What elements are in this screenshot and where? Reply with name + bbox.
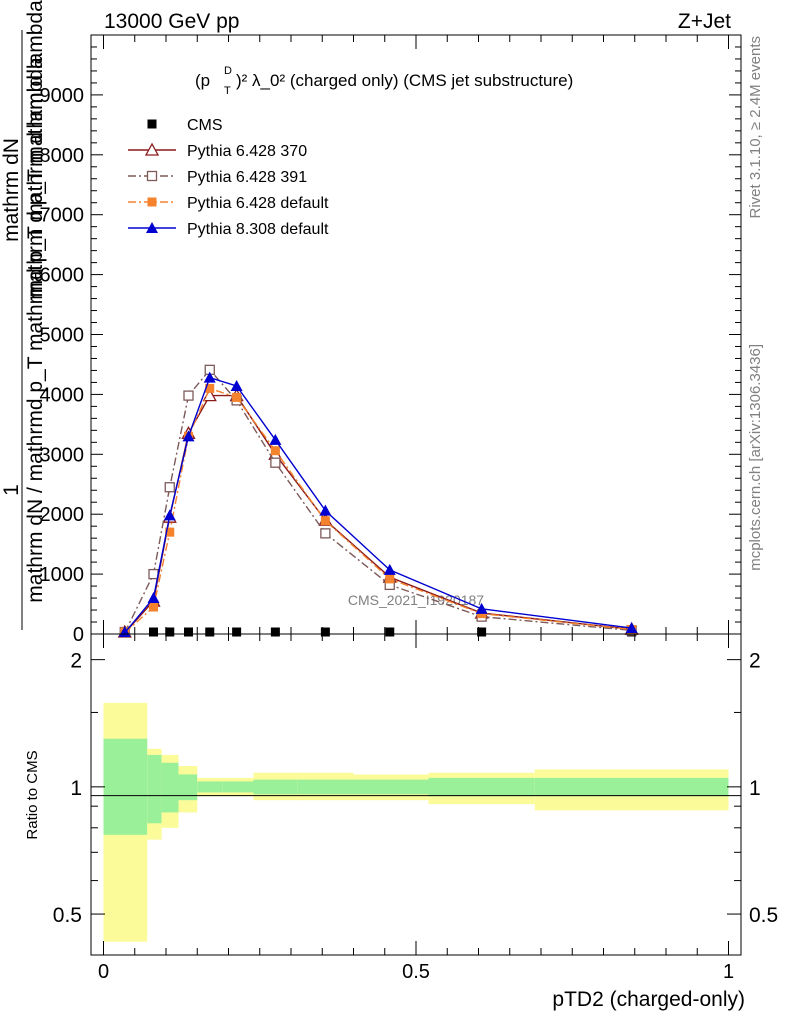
legend-marker xyxy=(146,222,158,233)
y-tick-label: 8000 xyxy=(40,145,85,167)
y-tick-label: 9000 xyxy=(40,85,85,107)
data-point xyxy=(270,627,280,637)
data-point xyxy=(269,433,282,445)
ratio-band-inner xyxy=(353,779,429,795)
ratio-y-tick-label: 1 xyxy=(70,777,82,800)
data-point xyxy=(205,627,215,637)
ratio-bands xyxy=(103,702,729,942)
legend-marker xyxy=(144,142,160,156)
y-axis-label: 1 mathrm dN / mathrmd p_T mathrmd p_T ma… xyxy=(0,0,47,630)
legend-marker xyxy=(147,197,157,207)
y-label-denominator-1: mathrm dN / mathrmd p_T mathrmd p_T math… xyxy=(24,57,47,603)
ratio-y-tick-label-right: 1 xyxy=(749,777,761,800)
legend: CMS Pythia 6.428 370 Pythia 6.428 391 Pythi… xyxy=(128,117,329,238)
data-point xyxy=(270,457,281,468)
data-point xyxy=(165,627,175,637)
data-point xyxy=(320,627,330,637)
y-tick-label: 3000 xyxy=(40,444,85,466)
ratio-band-inner xyxy=(428,777,535,797)
ratio-y-tick-label: 0.5 xyxy=(53,904,82,927)
ratio-y-tick-label-right: 2 xyxy=(749,650,761,673)
rivet-label: Rivet 3.1.10, ≥ 2.4M events xyxy=(747,36,764,219)
x-tick-label: 1 xyxy=(723,961,734,983)
ratio-band-inner xyxy=(147,754,162,824)
y-label-numerator-2: mathrm dN xyxy=(0,138,23,242)
header-left: 13000 GeV pp xyxy=(104,10,239,33)
y-label-numerator-1: 1 xyxy=(0,484,23,496)
ratio-band-inner xyxy=(253,779,298,795)
data-point xyxy=(475,602,488,614)
data-point xyxy=(320,516,330,526)
legend-label: Pythia 8.308 default xyxy=(187,221,329,238)
legend-label: Pythia 6.428 default xyxy=(187,195,329,212)
data-point xyxy=(477,627,487,637)
ratio-y-axis: 0.5 0.5 1 1 2 2 xyxy=(53,650,778,927)
y-tick-label: 2000 xyxy=(40,504,85,526)
y-tick-label: 6000 xyxy=(40,265,85,287)
y-tick-label: 7000 xyxy=(40,205,85,227)
data-point xyxy=(184,627,193,637)
legend-marker xyxy=(147,119,157,129)
header-right: Z+Jet xyxy=(678,10,731,33)
mcplots-label: mcplots.cern.ch [arXiv:1306.3436] xyxy=(747,344,764,571)
ratio-band-inner xyxy=(222,781,254,793)
data-point xyxy=(385,627,395,637)
data-point xyxy=(165,527,175,537)
plot-title: (p T D )² λ_0² (charged only) (CMS jet s… xyxy=(195,65,573,97)
y-tick-label: 1000 xyxy=(40,564,85,586)
plot-title-sub: T xyxy=(224,85,231,97)
y-tick-label: 4000 xyxy=(40,384,85,406)
ratio-band-inner xyxy=(178,774,198,801)
ratio-band-inner xyxy=(297,779,354,795)
x-axis-label: pTD2 (charged-only) xyxy=(552,988,745,1011)
ratio-band-inner xyxy=(197,781,223,793)
data-point xyxy=(164,482,175,493)
y-tick-label: 0 xyxy=(73,624,84,646)
data-point xyxy=(147,592,160,604)
legend-label: Pythia 6.428 391 xyxy=(187,169,307,186)
series-4 xyxy=(118,371,638,637)
y-tick-label: 5000 xyxy=(40,325,85,347)
data-point xyxy=(230,380,243,392)
data-point xyxy=(320,528,331,539)
legend-label: Pythia 6.428 370 xyxy=(187,143,307,160)
data-point xyxy=(205,383,215,393)
data-point xyxy=(270,446,280,456)
data-point xyxy=(383,563,396,575)
x-tick-label: 0 xyxy=(98,961,109,983)
ratio-band-inner xyxy=(103,738,148,835)
svg-text:(p: (p xyxy=(195,71,210,90)
data-point xyxy=(232,392,242,402)
data-point xyxy=(385,574,395,584)
data-point xyxy=(149,627,158,637)
data-point xyxy=(182,430,195,442)
plot-title-sup: D xyxy=(224,65,232,77)
ratio-band-inner xyxy=(534,777,729,797)
data-point xyxy=(149,602,158,612)
data-point xyxy=(319,504,332,516)
ratio-y-tick-label-right: 0.5 xyxy=(749,904,778,927)
plot-title-main: (p xyxy=(195,71,210,90)
data-point xyxy=(183,390,194,401)
series-layer xyxy=(117,364,639,638)
y-label-denominator-2: mathrm d p_T mathrm d lambda xyxy=(24,0,47,300)
main-y-axis: 0 1000 2000 3000 4000 5000 6000 7000 8000 9000 xyxy=(40,46,741,646)
data-point xyxy=(163,509,176,521)
plot-title-rest: )² λ_0² (charged only) (CMS jet substruc… xyxy=(236,71,573,90)
ratio-y-tick-label: 2 xyxy=(70,650,82,673)
ratio-x-axis: 0 0.5 1 xyxy=(98,634,734,983)
legend-label: CMS xyxy=(187,117,223,134)
ratio-band-inner xyxy=(161,762,179,813)
legend-marker xyxy=(146,170,158,182)
data-point xyxy=(203,371,216,383)
data-point xyxy=(625,622,638,634)
data-point xyxy=(148,568,159,580)
data-point xyxy=(232,627,242,637)
ratio-y-label: Ratio to CMS xyxy=(24,750,41,839)
x-tick-label: 0.5 xyxy=(402,961,430,983)
